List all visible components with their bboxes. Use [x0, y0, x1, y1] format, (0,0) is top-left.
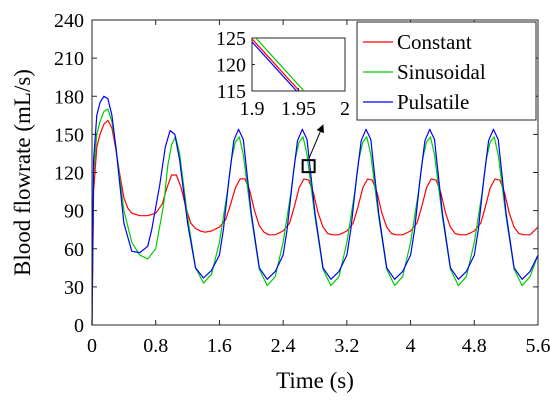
inset-line-pulsatile	[252, 41, 298, 91]
x-tick-label: 0.8	[143, 335, 168, 357]
inset-frame	[251, 37, 346, 92]
y-tick-label: 90	[64, 201, 84, 223]
zoom-box	[301, 159, 316, 174]
inset-y-tick-label: 120	[216, 55, 246, 77]
series-line-constant	[91, 119, 539, 326]
inset-x-tick-label: 1.9	[240, 98, 265, 120]
y-tick-label: 0	[74, 315, 84, 337]
y-axis-title: Blood flowrate (mL/s)	[10, 69, 35, 276]
inset-zoom: 115 120 125 1.9 1.95 2	[216, 28, 350, 120]
zoom-arrow	[308, 124, 324, 160]
legend: Constant Sinusoidal Pulsatile	[356, 21, 537, 121]
x-tick-label: 0	[87, 335, 97, 357]
y-tick-label: 60	[64, 239, 84, 261]
zoom-marker	[301, 124, 324, 174]
x-tick-label: 2.4	[271, 335, 296, 357]
series-line-pulsatile	[91, 95, 539, 326]
y-axis-ticks: 0 30 60 90 120 150 180 210 240	[54, 10, 538, 337]
x-tick-label: 3.2	[334, 335, 359, 357]
x-tick-label: 1.6	[207, 335, 232, 357]
inset-y-tick-label: 115	[217, 81, 246, 103]
legend-box	[356, 21, 537, 121]
inset-x-tick-label: 2	[340, 98, 350, 120]
x-tick-label: 4	[406, 335, 416, 357]
y-tick-label: 210	[54, 48, 84, 70]
legend-label-pulsatile: Pulsatile	[397, 90, 469, 114]
series-layer	[91, 95, 539, 326]
y-tick-label: 120	[54, 163, 84, 185]
inset-x-tick-label: 1.95	[281, 98, 316, 120]
legend-label-constant: Constant	[397, 30, 472, 54]
y-tick-label: 30	[64, 277, 84, 299]
x-axis-title: Time (s)	[276, 368, 354, 393]
x-tick-label: 5.6	[526, 335, 550, 357]
x-tick-label: 4.8	[462, 335, 487, 357]
series-line-sinusoidal	[91, 108, 539, 326]
y-tick-label: 180	[54, 86, 84, 108]
y-tick-label: 240	[54, 10, 84, 32]
inset-line-constant	[252, 38, 301, 91]
y-tick-label: 150	[54, 124, 84, 146]
legend-label-sinusoidal: Sinusoidal	[397, 60, 486, 84]
inset-line-sinusoidal	[255, 38, 305, 91]
inset-y-tick-label: 125	[216, 28, 246, 50]
x-axis-ticks: 0 0.8 1.6 2.4 3.2 4 4.8 5.6	[87, 20, 550, 357]
